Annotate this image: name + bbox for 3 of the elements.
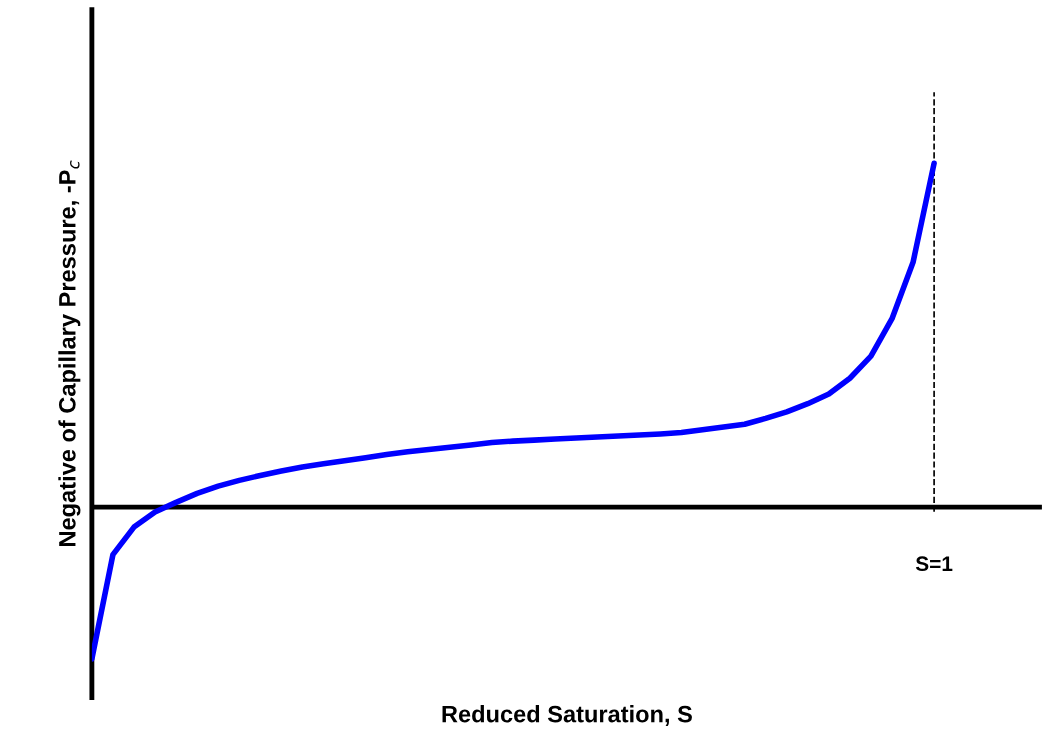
x-axis-title: Reduced Saturation, S xyxy=(442,705,692,726)
y-axis-title: Negative of Capillary Pressure, -P$_{c}$ xyxy=(58,160,81,546)
text: S=1 xyxy=(915,556,953,572)
